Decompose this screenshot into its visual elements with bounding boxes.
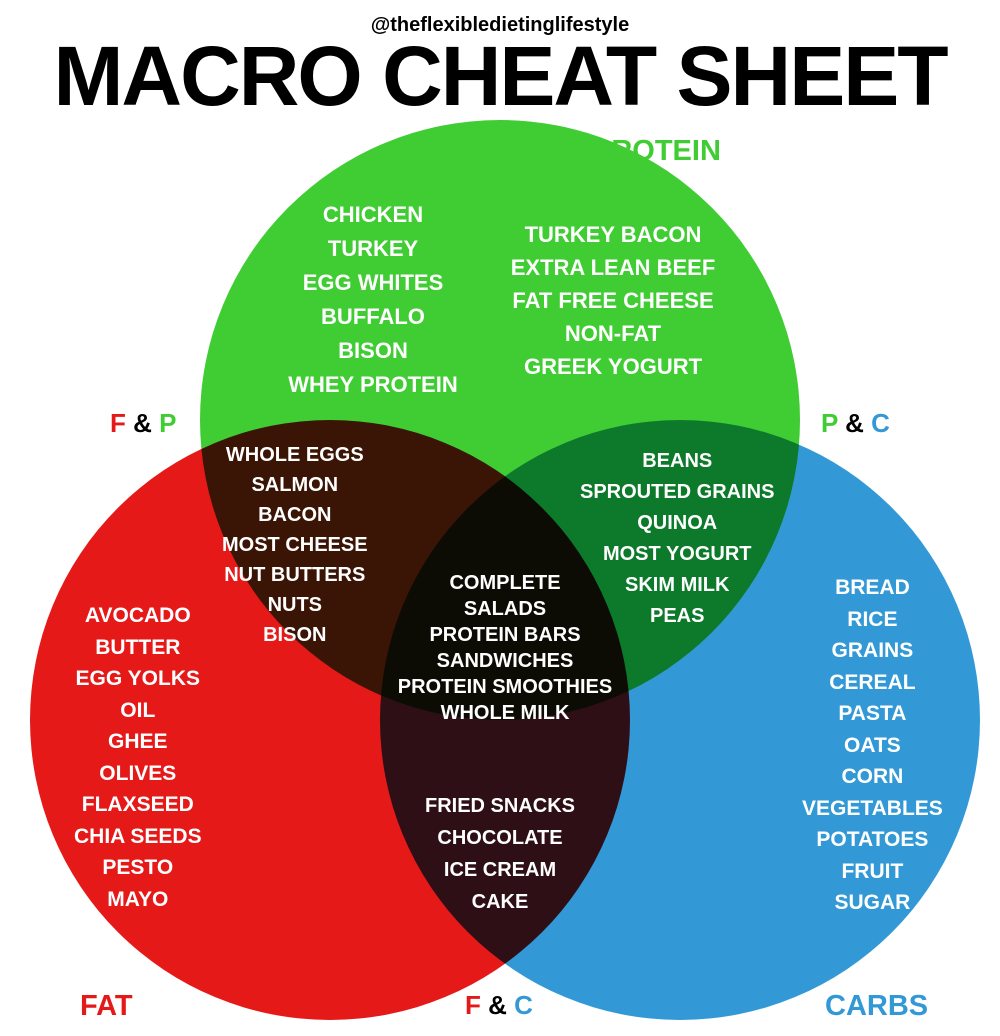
list-item: AVOCADO <box>85 600 191 632</box>
list-item: FAT FREE CHEESE <box>512 284 713 317</box>
fat-label: FAT <box>80 990 133 1023</box>
list-item: OATS <box>844 730 901 762</box>
list-item: CORN <box>841 761 903 793</box>
protein-only-list: CHICKENTURKEYEGG WHITESBUFFALOBISONWHEY … <box>273 198 723 403</box>
list-item: MAYO <box>107 884 168 916</box>
list-item: PEAS <box>650 601 704 632</box>
list-item: WHOLE MILK <box>441 700 570 726</box>
list-item: QUINOA <box>637 508 717 539</box>
list-item: SUGAR <box>834 887 910 919</box>
fp-combo-label: F & P <box>110 408 176 439</box>
fc-combo-label: F & C <box>465 990 533 1021</box>
list-item: TURKEY <box>328 232 418 266</box>
list-item: RICE <box>847 604 897 636</box>
list-item: MOST CHEESE <box>222 530 368 560</box>
list-item: BEANS <box>642 446 712 477</box>
list-item: BUFFALO <box>321 300 425 334</box>
carbs-only-list: BREADRICEGRAINSCEREALPASTAOATSCORNVEGETA… <box>802 572 943 919</box>
list-item: CHICKEN <box>323 198 423 232</box>
list-item: TURKEY BACON <box>525 218 702 251</box>
list-item: OLIVES <box>99 758 176 790</box>
list-item: CEREAL <box>829 667 915 699</box>
list-item: WHOLE EGGS <box>226 440 364 470</box>
list-item: PASTA <box>838 698 906 730</box>
list-item: EXTRA LEAN BEEF <box>511 251 716 284</box>
list-item: POTATOES <box>816 824 928 856</box>
list-item: VEGETABLES <box>802 793 943 825</box>
list-item: NUTS <box>268 590 322 620</box>
list-item: MOST YOGURT <box>603 539 752 570</box>
list-item: CHIA SEEDS <box>74 821 202 853</box>
carbs-label: CARBS <box>825 990 928 1023</box>
list-item: SKIM MILK <box>625 570 729 601</box>
center-list: COMPLETESALADSPROTEIN BARSSANDWICHESPROT… <box>400 570 610 726</box>
protein-label: PROTEIN <box>592 135 721 168</box>
list-item: ICE CREAM <box>444 854 556 886</box>
list-item: FLAXSEED <box>82 789 194 821</box>
pc-combo-label: P & C <box>821 408 890 439</box>
fat-only-list: AVOCADOBUTTEREGG YOLKSOILGHEEOLIVESFLAXS… <box>74 600 202 915</box>
list-item: COMPLETESALADS <box>449 570 560 622</box>
list-item: BISON <box>338 334 408 368</box>
list-item: EGG YOLKS <box>76 663 200 695</box>
list-item: FRUIT <box>841 856 903 888</box>
fp-overlap-list: WHOLE EGGSSALMONBACONMOST CHEESENUT BUTT… <box>222 440 368 650</box>
list-item: OIL <box>120 695 155 727</box>
list-item: BREAD <box>835 572 910 604</box>
list-item: GHEE <box>108 726 168 758</box>
list-item: BACON <box>258 500 331 530</box>
list-item: BUTTER <box>95 632 180 664</box>
list-item: SPROUTED GRAINS <box>580 477 774 508</box>
list-item: CAKE <box>472 886 529 918</box>
list-item: WHEY PROTEIN <box>288 368 458 402</box>
list-item: NON-FATGREEK YOGURT <box>524 317 702 383</box>
fc-overlap-list: FRIED SNACKSCHOCOLATEICE CREAMCAKE <box>425 790 575 918</box>
list-item: CHOCOLATE <box>437 822 562 854</box>
list-item: FRIED SNACKS <box>425 790 575 822</box>
list-item: SANDWICHES <box>437 648 574 674</box>
list-item: NUT BUTTERS <box>224 560 365 590</box>
list-item: PROTEIN SMOOTHIES <box>398 674 612 700</box>
list-item: PROTEIN BARS <box>429 622 580 648</box>
list-item: PESTO <box>102 852 173 884</box>
list-item: GRAINS <box>832 635 914 667</box>
list-item: EGG WHITES <box>303 266 444 300</box>
list-item: BISON <box>263 620 326 650</box>
list-item: SALMON <box>251 470 338 500</box>
